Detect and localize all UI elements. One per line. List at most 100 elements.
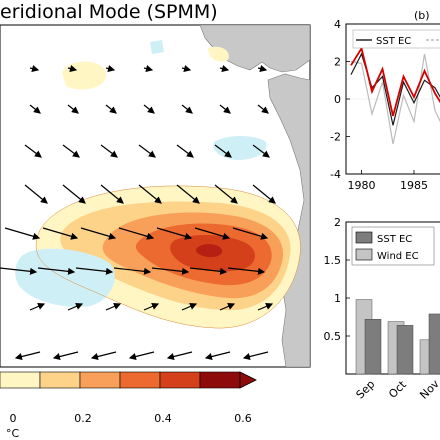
map-panel: [0, 24, 311, 368]
bar-sst-ec: [428, 313, 440, 375]
wind-arrow: [14, 351, 41, 361]
bar-panel: 2 1.5 1 0.5 Sep Oct Nov SST EC Wind EC: [324, 216, 440, 402]
wind-arrow: [67, 303, 84, 311]
wind-arrow: [24, 144, 42, 158]
colorbar-tick-label: 0.6: [234, 412, 252, 425]
wind-arrow: [24, 184, 48, 204]
wind-arrow: [214, 144, 232, 158]
wind-arrow: [29, 104, 41, 114]
bar-legend-wind: Wind EC: [377, 251, 419, 262]
colorbar-box: [159, 371, 201, 389]
caribbean-islands: [284, 28, 304, 36]
wind-arrow: [100, 184, 124, 204]
colorbar-box: [119, 371, 161, 389]
panel-label-b: (b): [414, 9, 430, 22]
wind-arrow: [138, 144, 156, 158]
wind-arrow: [105, 65, 116, 73]
wind-arrow: [232, 227, 269, 240]
wind-arrow: [181, 65, 192, 73]
line-ytick-label: -2: [330, 131, 341, 144]
wind-arrow: [90, 351, 117, 361]
colorbar-box: [0, 371, 41, 389]
bar-ytick-label: 1: [334, 292, 341, 305]
map-title: eridional Mode (SPMM): [0, 1, 218, 23]
bar-ytick-label: 2: [334, 216, 341, 229]
bar-xtick-label: Oct: [386, 378, 409, 401]
wind-arrow: [113, 267, 152, 275]
wind-arrow: [62, 184, 86, 204]
bar-xtick-label: Nov: [417, 377, 440, 402]
line-ytick-label: -4: [330, 168, 341, 181]
wind-arrow: [0, 267, 38, 275]
wind-arrow: [67, 104, 79, 114]
wind-arrow: [62, 144, 80, 158]
wind-arrow: [143, 65, 154, 73]
wind-arrow: [75, 267, 114, 275]
colorbar-tick-label: 0.2: [74, 412, 92, 425]
bar-legend: SST EC Wind EC: [351, 226, 435, 266]
wind-arrow: [67, 65, 78, 73]
wind-arrow: [189, 267, 228, 275]
line-legend-sst: SST EC: [376, 36, 411, 47]
bar-legend-sst: SST EC: [377, 234, 412, 245]
colorbar: 0 0.2 0.4 0.6 °C: [0, 371, 257, 440]
bar-sst-ec: [364, 319, 382, 375]
wind-arrow: [52, 351, 79, 361]
bar-ytick-label: 1.5: [324, 254, 342, 267]
line-ytick-label: 0: [334, 93, 341, 106]
line-xtick-label: 1980: [348, 179, 376, 192]
wind-arrow: [156, 227, 193, 240]
wind-arrow: [242, 351, 269, 361]
colorbar-box: [199, 371, 241, 389]
line-ytick-label: 2: [334, 56, 341, 69]
wind-arrow: [252, 184, 276, 204]
wind-arrow: [214, 184, 238, 204]
line-series-0: [350, 46, 440, 117]
wind-arrow: [80, 227, 117, 240]
wind-arrow: [176, 184, 200, 204]
wind-arrow: [105, 303, 122, 311]
wind-arrow: [219, 65, 230, 73]
contour-0.55: [195, 244, 223, 258]
wind-arrow: [181, 303, 198, 311]
wind-arrow: [204, 351, 231, 361]
wind-arrow: [29, 65, 40, 73]
wind-vectors: [0, 65, 276, 361]
colorbar-unit: °C: [6, 427, 20, 440]
colorbar-tick-label: 0: [10, 412, 17, 425]
wind-arrow: [181, 104, 193, 114]
cold-anomaly-coast: [150, 40, 164, 54]
line-xtick-label: 1985: [400, 179, 428, 192]
wind-arrow: [219, 104, 231, 114]
wind-arrow: [143, 303, 160, 311]
wind-arrow: [257, 65, 268, 73]
wind-arrow: [128, 351, 155, 361]
wind-arrow: [105, 104, 117, 114]
wind-arrow: [166, 351, 193, 361]
cold-anomaly-west: [15, 248, 115, 307]
wind-arrow: [29, 303, 46, 311]
colorbar-extend-arrow: [239, 371, 257, 389]
wind-arrow: [176, 144, 194, 158]
colorbar-box: [39, 371, 81, 389]
wind-arrow: [118, 227, 155, 240]
line-panel: 4 2 0 -2 -4 1980 1985 (b) SST EC: [330, 9, 440, 192]
wind-arrow: [138, 184, 162, 204]
bar-xtick-label: Sep: [354, 378, 378, 402]
wind-arrow: [37, 267, 76, 275]
wind-arrow: [257, 104, 269, 114]
wind-arrow: [252, 144, 270, 158]
wind-arrow: [151, 267, 190, 275]
wind-arrow: [42, 227, 79, 240]
line-legend: SST EC: [352, 29, 440, 49]
wind-arrow: [4, 227, 41, 240]
wind-arrow: [194, 227, 231, 240]
line-ytick-label: 4: [334, 18, 341, 31]
bar-sst-ec: [396, 325, 414, 375]
wind-arrow: [257, 303, 274, 311]
wind-arrow: [227, 267, 266, 275]
colorbar-tick-label: 0.4: [154, 412, 172, 425]
wind-arrow: [100, 144, 118, 158]
colorbar-box: [79, 371, 121, 389]
